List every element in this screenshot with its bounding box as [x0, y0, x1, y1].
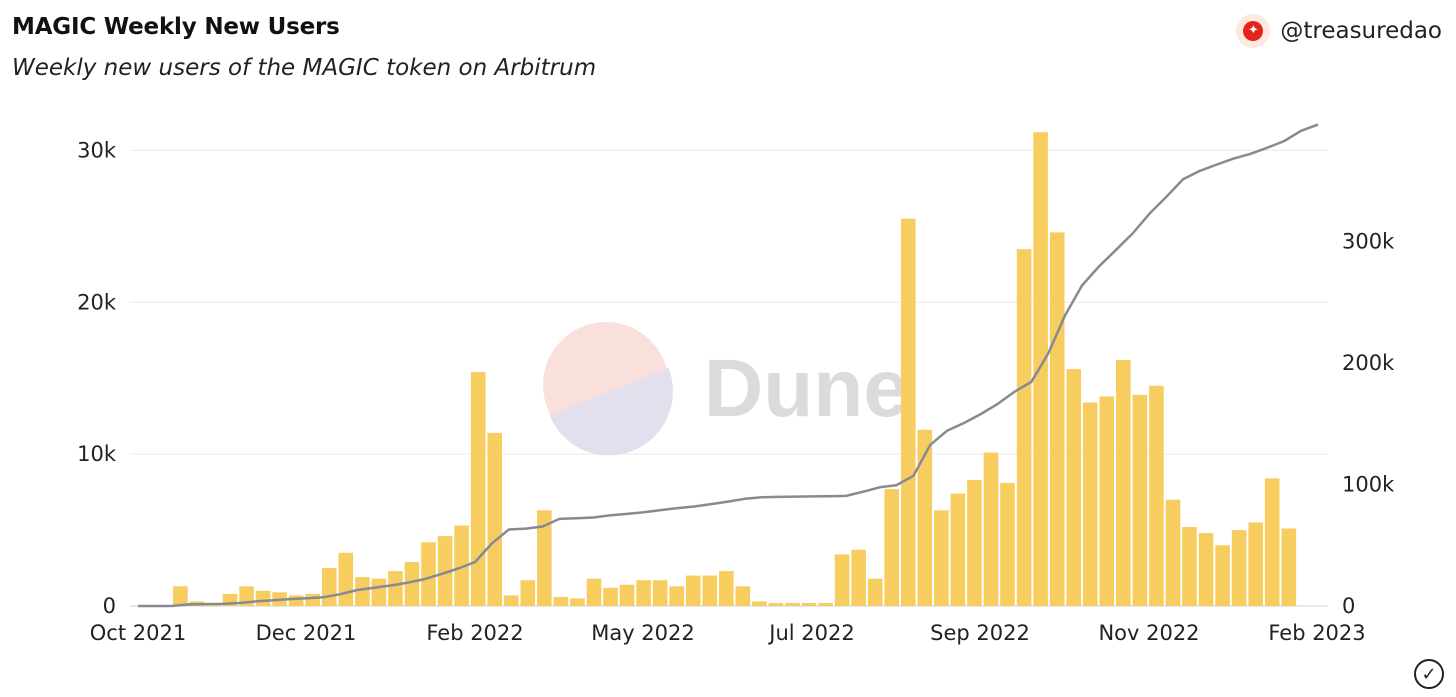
x-tick-label: Feb 2022 [426, 621, 523, 645]
bar [338, 552, 354, 606]
bar [851, 549, 866, 606]
x-tick-label: May 2022 [591, 621, 695, 645]
bar [752, 601, 767, 606]
bar [1049, 232, 1065, 606]
y-right-tick-label: 200k [1342, 351, 1395, 375]
bar [322, 568, 337, 606]
bar [503, 595, 519, 606]
bar [1248, 522, 1263, 606]
bar [867, 578, 883, 606]
watermark-circle-lower [549, 368, 673, 456]
bar [1082, 402, 1098, 606]
bar [735, 586, 751, 606]
bar [1016, 249, 1032, 606]
x-tick-label: Feb 2023 [1268, 621, 1365, 645]
dune-watermark: Dune [543, 322, 909, 456]
bar [884, 489, 899, 606]
bar [1264, 478, 1280, 606]
bar [1165, 499, 1181, 606]
treasure-logo-icon: ✦ [1236, 14, 1271, 48]
bar [173, 586, 188, 606]
chart-subtitle: Weekly new users of the MAGIC token on A… [12, 55, 597, 81]
bar [570, 598, 585, 606]
bar [553, 596, 569, 606]
watermark-text: Dune [704, 343, 909, 434]
bar [619, 584, 635, 606]
bar [685, 575, 701, 606]
bar [437, 536, 453, 606]
bar [255, 590, 271, 606]
bar [1116, 360, 1131, 606]
bar [487, 432, 502, 606]
bar [1231, 530, 1247, 606]
bar [1033, 132, 1048, 606]
check-circle-icon[interactable]: ✓ [1414, 659, 1444, 689]
y-left-tick-label: 20k [77, 290, 117, 314]
bar [305, 593, 320, 606]
bar [537, 510, 552, 606]
bar [1281, 528, 1297, 606]
x-tick-label: Nov 2022 [1098, 621, 1199, 645]
bar [834, 554, 850, 606]
y-right-tick-label: 300k [1342, 230, 1395, 254]
bar [520, 580, 536, 606]
chart-title: MAGIC Weekly New Users [12, 14, 340, 40]
bar [768, 603, 784, 606]
bar [801, 603, 817, 606]
bar [967, 479, 982, 606]
author-name[interactable]: @treasuredao [1280, 18, 1442, 44]
bar [636, 580, 651, 606]
x-tick-label: Jul 2022 [767, 621, 854, 645]
author-badge[interactable]: ✦ @treasuredao [1236, 14, 1442, 48]
bar [470, 372, 486, 606]
bar [702, 575, 718, 606]
bar [652, 580, 668, 606]
bar [818, 603, 833, 606]
y-left-tick-label: 30k [77, 138, 117, 162]
bar [719, 571, 734, 606]
bar [669, 586, 684, 606]
bar [1149, 385, 1164, 606]
bar [1132, 394, 1148, 606]
bar [288, 595, 304, 606]
bar [388, 571, 403, 606]
y-left-tick-label: 10k [77, 442, 117, 466]
bar [1198, 533, 1214, 606]
bar [454, 525, 469, 606]
bar [1215, 545, 1230, 607]
bar [586, 578, 602, 606]
x-tick-label: Dec 2021 [256, 621, 357, 645]
y-left-tick-label: 0 [103, 594, 116, 618]
bar [901, 218, 916, 606]
bar [785, 603, 800, 606]
bar [355, 577, 370, 606]
x-tick-label: Oct 2021 [90, 621, 186, 645]
bar [421, 542, 436, 606]
bar [917, 429, 933, 606]
bar [404, 562, 420, 606]
y-right-tick-label: 0 [1342, 594, 1355, 618]
bar [371, 578, 387, 606]
bar [934, 510, 949, 606]
bar [950, 493, 966, 606]
cumulative-line [138, 123, 1319, 608]
bar [983, 452, 999, 606]
bar [603, 587, 618, 606]
bar [1000, 483, 1015, 606]
bar [1066, 369, 1081, 606]
bar [1182, 527, 1197, 606]
y-right-tick-label: 100k [1342, 473, 1395, 497]
bar [1099, 396, 1115, 606]
x-tick-label: Sep 2022 [930, 621, 1030, 645]
